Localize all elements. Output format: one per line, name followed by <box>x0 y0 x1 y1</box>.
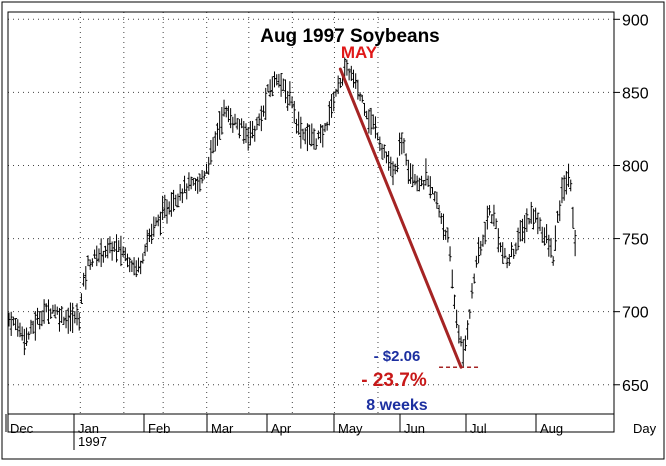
month-label: Jun <box>404 421 425 436</box>
y-tick-label: 800 <box>622 158 649 175</box>
annotation-duration: 8 weeks <box>366 397 427 414</box>
chart-title: Aug 1997 Soybeans <box>260 26 440 47</box>
x-axis-year: 1997 <box>78 434 107 449</box>
y-tick-label: 750 <box>622 232 649 249</box>
month-label: Mar <box>211 421 234 436</box>
trend-line-group <box>338 67 480 369</box>
annotation-dollar-change: - $2.06 <box>374 348 421 365</box>
axis-layer: 650 700 750 800 850 900 Dec Jan Feb Mar Apr May Jun J… <box>5 12 649 450</box>
y-tick-label: 700 <box>622 305 649 322</box>
month-label: Jan <box>78 421 99 436</box>
trend-line <box>338 67 463 369</box>
month-label: Dec <box>10 421 34 436</box>
grid-layer <box>8 12 614 414</box>
month-label: Apr <box>271 421 292 436</box>
y-tick-label: 650 <box>622 378 649 395</box>
y-tick-label: 850 <box>622 85 649 102</box>
month-label: Feb <box>148 421 170 436</box>
month-label: Jul <box>470 421 487 436</box>
price-bars <box>7 57 577 368</box>
annotation-may: MAY <box>341 43 378 62</box>
annotation-percent-change: - 23.7% <box>361 370 427 391</box>
month-label: Aug <box>540 421 563 436</box>
month-label: May <box>338 421 363 436</box>
x-axis-band <box>7 413 615 433</box>
y-tick-label: 900 <box>622 12 649 29</box>
x-axis-label: Day <box>633 421 657 436</box>
